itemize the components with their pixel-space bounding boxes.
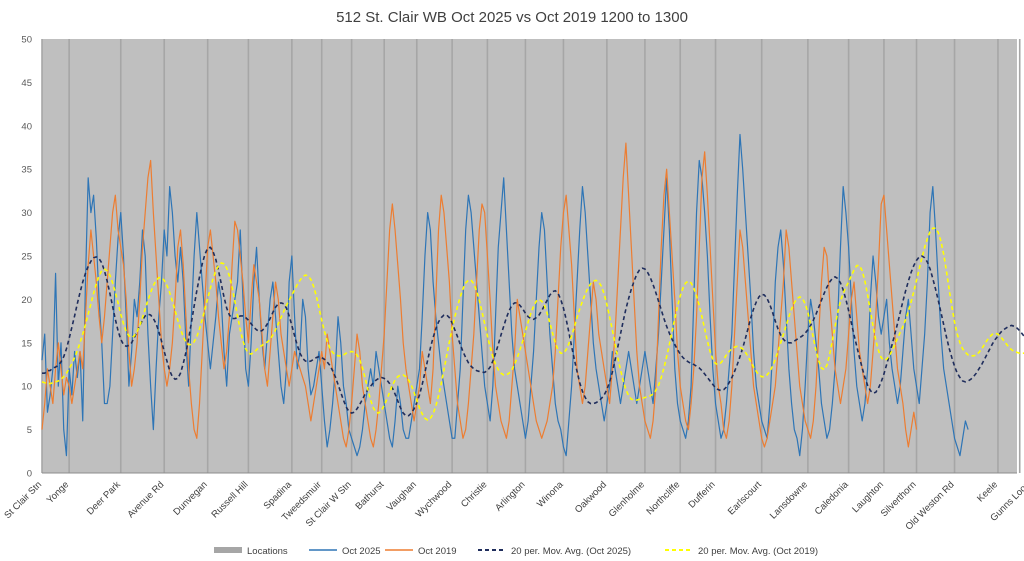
y-tick-label: 40	[21, 121, 32, 132]
legend-label: 20 per. Mov. Avg. (Oct 2025)	[511, 546, 631, 557]
legend-item: Oct 2019	[385, 546, 457, 557]
x-tick-label: St Clair Stn	[2, 479, 44, 521]
x-tick-label: Keele	[975, 479, 1000, 504]
series-line-20-per-mov-avg-oct-2019	[41, 227, 1024, 421]
x-tick-label: Deer Park	[85, 479, 123, 517]
series-line-oct-2025	[41, 133, 969, 457]
series-line-20-per-mov-avg-oct-2025	[42, 246, 1024, 417]
y-tick-label: 10	[21, 382, 32, 393]
x-tick-label: Dunvegan	[171, 479, 209, 517]
legend-swatch	[214, 547, 242, 553]
x-axis: St Clair Stn Yonge Deer Park Avenue Rd Dunve…	[2, 479, 1024, 533]
x-tick-label: Northcliffe	[644, 479, 682, 517]
x-tick-label: Caledonia	[813, 479, 852, 518]
x-tick-label: Oakwood	[573, 479, 609, 515]
legend-label: Oct 2019	[418, 546, 457, 557]
legend-item: Locations	[214, 546, 288, 557]
x-tick-label: Avenue Rd	[125, 479, 166, 520]
x-tick-label: Dufferin	[686, 479, 717, 510]
y-tick-label: 45	[21, 78, 32, 89]
legend-item: 20 per. Mov. Avg. (Oct 2025)	[478, 546, 631, 557]
legend-item: 20 per. Mov. Avg. (Oct 2019)	[665, 546, 818, 557]
x-tick-label: Bathurst	[354, 479, 387, 512]
y-tick-label: 20	[21, 295, 32, 306]
series-line-oct-2019	[41, 142, 918, 448]
chart-title: 512 St. Clair WB Oct 2025 vs Oct 2019 12…	[336, 9, 688, 26]
x-tick-label: Yonge	[45, 479, 72, 506]
x-tick-label: Arlington	[493, 479, 527, 513]
series-lines	[41, 133, 1024, 457]
x-tick-label: Winona	[535, 479, 566, 510]
legend-label: Oct 2025	[342, 546, 381, 557]
y-tick-label: 35	[21, 165, 32, 176]
y-tick-label: 15	[21, 338, 32, 349]
legend-label: Locations	[247, 546, 288, 557]
x-tick-label: Russell Hill	[210, 479, 251, 520]
x-tick-label: Christie	[459, 479, 490, 510]
x-tick-label: Glenholme	[607, 479, 647, 519]
legend-item: Oct 2025	[309, 546, 381, 557]
x-tick-label: Lansdowne	[768, 479, 810, 521]
x-tick-label: Silverthorn	[879, 479, 919, 519]
legend: Locations Oct 2025 Oct 2019 20 per. Mov. Av…	[214, 546, 818, 557]
y-tick-label: 30	[21, 208, 32, 219]
x-tick-label: Vaughan	[385, 479, 419, 513]
legend-label: 20 per. Mov. Avg. (Oct 2019)	[698, 546, 818, 557]
y-tick-label: 0	[27, 469, 32, 480]
x-tick-label: Earlscourt	[726, 479, 764, 517]
y-tick-label: 25	[21, 252, 32, 263]
y-tick-label: 50	[21, 35, 32, 46]
y-tick-label: 5	[27, 425, 32, 436]
y-axis: 0 5 10 15 20 25 30 35 40 45 50	[21, 35, 1017, 480]
x-tick-label: Wychwood	[414, 479, 455, 520]
